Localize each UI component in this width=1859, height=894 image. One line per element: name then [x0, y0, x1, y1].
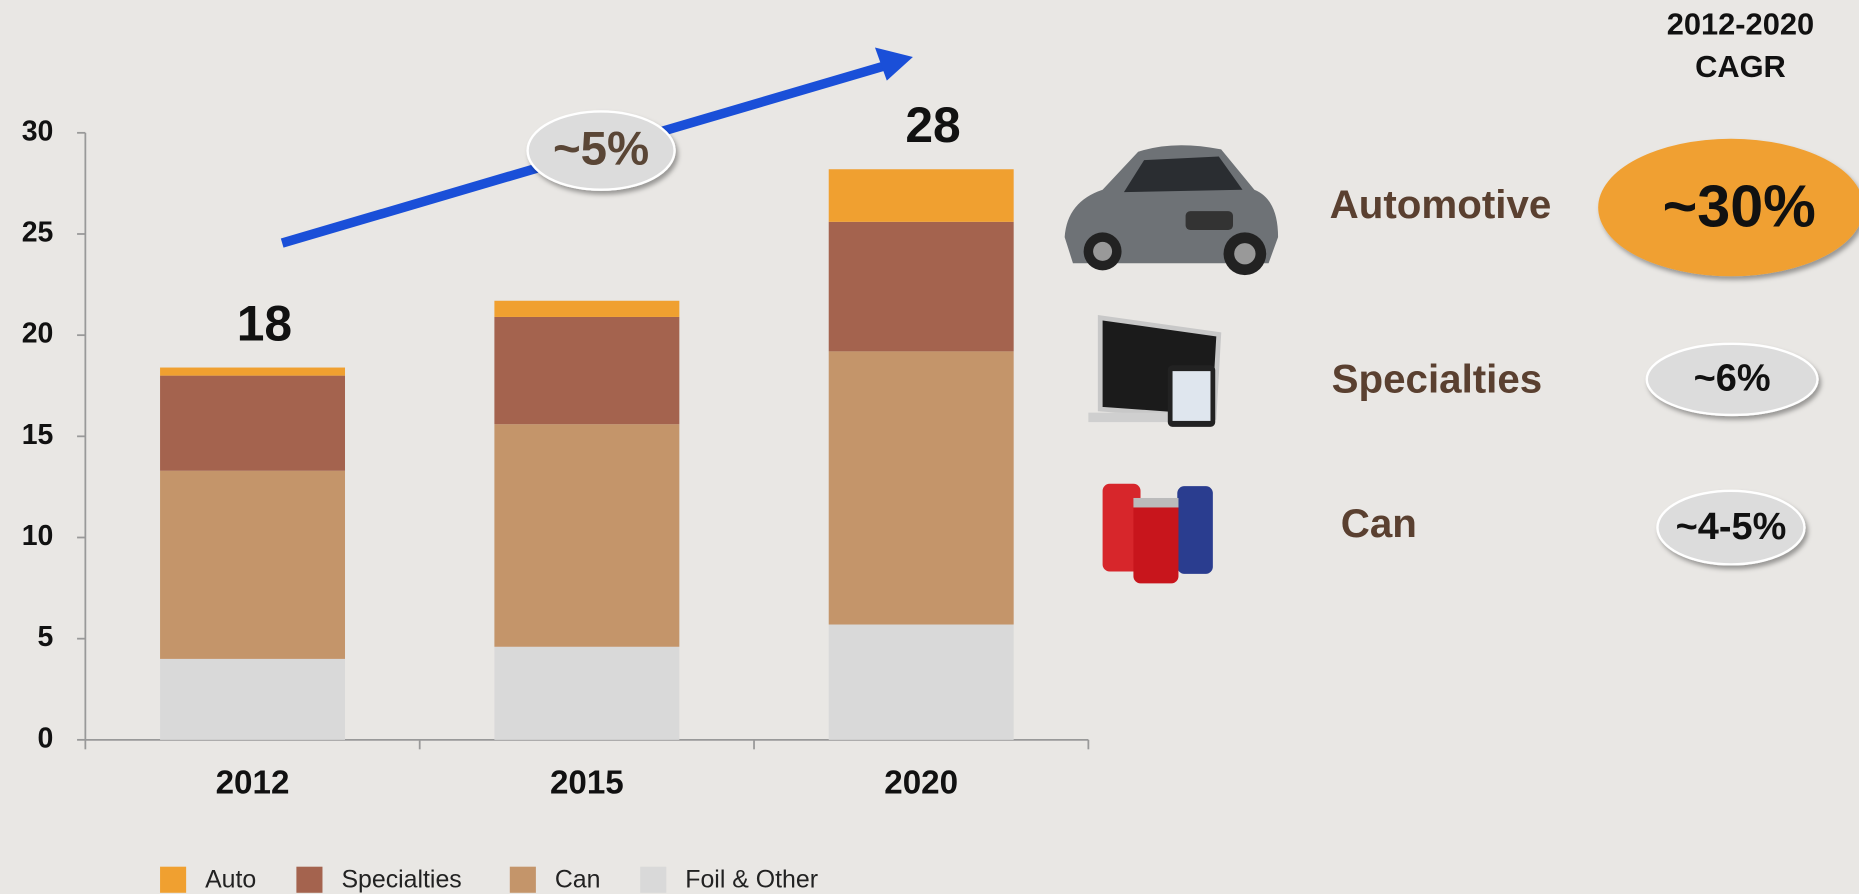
bar-segment	[494, 647, 679, 740]
cagr-value: ~30%	[1663, 173, 1816, 240]
bar-segment	[829, 625, 1014, 740]
segment-name: Can	[1341, 501, 1417, 546]
x-tick-label: 2015	[550, 765, 624, 802]
bar-segment	[829, 169, 1014, 222]
x-tick-label: 2020	[884, 765, 958, 802]
bar-segment	[160, 376, 345, 471]
cagr-period: 2012-2020	[1667, 6, 1814, 41]
segment-name: Automotive	[1330, 182, 1552, 227]
x-tick-label: 2012	[216, 765, 290, 802]
bar-segment	[494, 301, 679, 317]
cagr-label: CAGR	[1695, 49, 1786, 84]
y-tick-label: 5	[38, 621, 54, 653]
cagr-value: ~6%	[1694, 358, 1771, 400]
segment-name: Specialties	[1332, 356, 1543, 401]
total-label: 28	[905, 97, 960, 153]
bar-segment	[160, 368, 345, 376]
bar-segment	[829, 222, 1014, 351]
y-tick-label: 15	[22, 419, 54, 451]
legend-swatch	[510, 867, 536, 893]
cagr-value: ~4-5%	[1676, 506, 1787, 548]
legend-label: Specialties	[341, 866, 461, 894]
growth-label: ~5%	[553, 122, 649, 175]
y-tick-label: 0	[38, 722, 54, 754]
chart: ~5% 2012-2020 CAGR Automotive ~30% Speci…	[0, 0, 1859, 894]
cans-icon	[1103, 484, 1213, 584]
bar-segment	[829, 351, 1014, 624]
y-tick-label: 30	[22, 115, 54, 147]
legend-swatch	[640, 867, 666, 893]
bar-segment	[160, 471, 345, 659]
legend-swatch	[160, 867, 186, 893]
y-tick-label: 25	[22, 217, 54, 249]
legend-swatch	[296, 867, 322, 893]
total-label: 18	[237, 295, 292, 351]
bar-segment	[494, 424, 679, 647]
bar-segment	[160, 659, 345, 740]
legend-label: Can	[555, 866, 601, 894]
screen-icon	[1088, 318, 1218, 427]
y-tick-label: 20	[22, 318, 54, 350]
bar-segment	[494, 317, 679, 424]
legend-label: Auto	[205, 866, 256, 894]
y-tick-label: 10	[22, 520, 54, 552]
legend-label: Foil & Other	[685, 866, 818, 894]
